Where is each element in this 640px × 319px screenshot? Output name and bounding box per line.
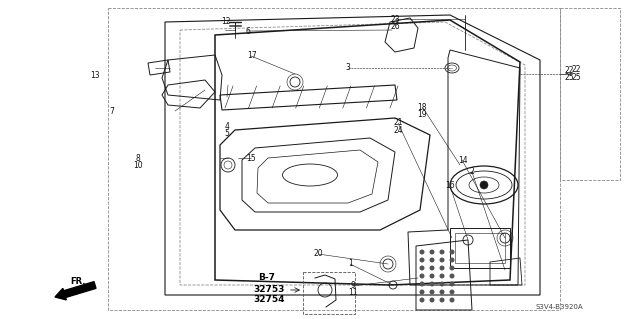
- Text: 15: 15: [246, 154, 256, 163]
- Text: 32753: 32753: [253, 285, 284, 293]
- Circle shape: [440, 281, 445, 286]
- Text: 32754: 32754: [253, 295, 285, 305]
- Circle shape: [419, 281, 424, 286]
- Circle shape: [440, 249, 445, 255]
- Circle shape: [440, 265, 445, 271]
- Text: 17: 17: [246, 51, 257, 60]
- Circle shape: [429, 257, 435, 263]
- Circle shape: [419, 265, 424, 271]
- Circle shape: [419, 290, 424, 294]
- Text: 14: 14: [458, 156, 468, 165]
- Text: 20: 20: [313, 249, 323, 258]
- Circle shape: [429, 265, 435, 271]
- Circle shape: [449, 273, 454, 278]
- Text: 3: 3: [346, 63, 351, 72]
- Circle shape: [419, 257, 424, 263]
- Text: 8: 8: [135, 154, 140, 163]
- Text: 22: 22: [572, 65, 582, 75]
- Text: 13: 13: [90, 71, 100, 80]
- Circle shape: [429, 273, 435, 278]
- Text: 6: 6: [246, 27, 251, 36]
- Circle shape: [440, 290, 445, 294]
- Text: 24: 24: [393, 126, 403, 135]
- Bar: [303, 272, 355, 314]
- Bar: [560, 8, 620, 180]
- Circle shape: [449, 265, 454, 271]
- Circle shape: [440, 273, 445, 278]
- Text: 7: 7: [109, 107, 115, 115]
- Text: 16: 16: [445, 181, 455, 190]
- Circle shape: [419, 249, 424, 255]
- Circle shape: [429, 249, 435, 255]
- Text: 11: 11: [349, 288, 358, 297]
- Circle shape: [440, 257, 445, 263]
- Text: B-7: B-7: [258, 273, 275, 283]
- Circle shape: [429, 290, 435, 294]
- Circle shape: [480, 181, 488, 189]
- Text: 1: 1: [348, 259, 353, 268]
- Text: 25: 25: [564, 73, 575, 82]
- Text: S3V4-B3920A: S3V4-B3920A: [536, 304, 584, 310]
- Text: 18: 18: [418, 103, 427, 112]
- Text: 23: 23: [390, 15, 401, 24]
- Text: 25: 25: [572, 73, 582, 83]
- Circle shape: [429, 298, 435, 302]
- Bar: [108, 8, 560, 310]
- Circle shape: [449, 298, 454, 302]
- Text: 22: 22: [565, 66, 574, 75]
- Text: FR.: FR.: [70, 278, 86, 286]
- Text: 21: 21: [394, 118, 403, 127]
- Circle shape: [419, 298, 424, 302]
- Text: 26: 26: [390, 22, 401, 31]
- Circle shape: [440, 298, 445, 302]
- Circle shape: [429, 281, 435, 286]
- FancyArrow shape: [55, 282, 96, 300]
- Text: 12: 12: [221, 17, 230, 26]
- Circle shape: [449, 257, 454, 263]
- Text: 5: 5: [225, 130, 230, 138]
- Text: 19: 19: [417, 110, 428, 119]
- Circle shape: [449, 290, 454, 294]
- Text: 9: 9: [351, 281, 356, 290]
- Text: 10: 10: [132, 161, 143, 170]
- Text: 4: 4: [225, 122, 230, 131]
- Circle shape: [449, 249, 454, 255]
- Circle shape: [419, 273, 424, 278]
- Circle shape: [449, 281, 454, 286]
- Text: 2: 2: [469, 167, 474, 176]
